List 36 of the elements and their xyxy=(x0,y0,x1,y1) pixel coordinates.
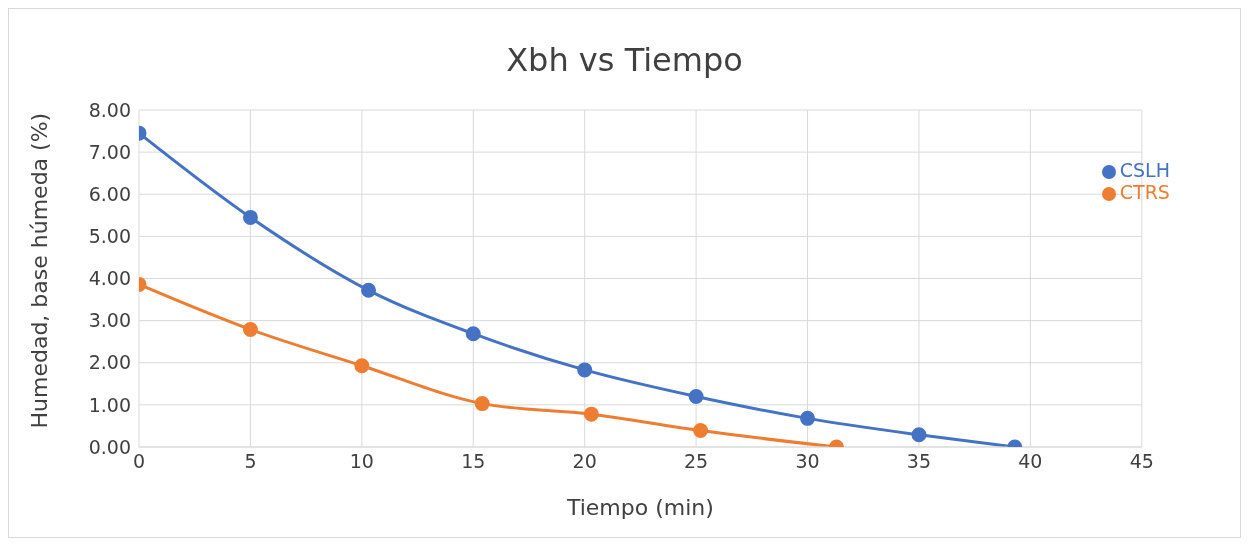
legend-label: CTRS xyxy=(1119,181,1170,203)
y-tick-label: 8.00 xyxy=(88,98,131,121)
y-tick-label: 5.00 xyxy=(88,225,131,248)
y-tick-label: 3.00 xyxy=(88,309,131,332)
x-tick-label: 45 xyxy=(1129,450,1154,473)
y-axis-title: Humedad, base húmeda (%) xyxy=(26,112,52,429)
x-axis-title: Tiempo (min) xyxy=(565,495,714,520)
point xyxy=(242,321,258,337)
y-tick-label: 4.00 xyxy=(88,267,131,290)
y-tick-label: 1.00 xyxy=(88,393,131,416)
x-tick-label: 15 xyxy=(461,450,486,473)
point xyxy=(361,282,377,298)
y-tick-label: 0.00 xyxy=(88,435,131,458)
y-tick-label: 2.00 xyxy=(88,351,131,374)
x-tick-label: 10 xyxy=(349,450,374,473)
x-tick-label: 30 xyxy=(795,450,820,473)
x-tick-label: 40 xyxy=(1018,450,1043,473)
point xyxy=(474,396,490,412)
point xyxy=(688,388,704,404)
point xyxy=(465,326,481,342)
y-tick-label: 6.00 xyxy=(88,182,131,205)
point xyxy=(583,406,599,422)
x-tick-label: 35 xyxy=(906,450,932,473)
legend-label: CSLH xyxy=(1119,159,1170,181)
x-tick-label: 0 xyxy=(132,450,146,473)
point xyxy=(577,362,593,378)
x-tick-label: 20 xyxy=(572,450,597,473)
y-tick-label: 7.00 xyxy=(88,140,131,163)
x-tick-label: 5 xyxy=(244,450,257,473)
point xyxy=(242,209,258,225)
point xyxy=(354,358,370,374)
point xyxy=(693,423,709,439)
x-tick-label: 25 xyxy=(684,450,709,473)
point xyxy=(911,427,927,443)
chart-title: Xbh vs Tiempo xyxy=(505,41,744,79)
point xyxy=(800,410,816,426)
